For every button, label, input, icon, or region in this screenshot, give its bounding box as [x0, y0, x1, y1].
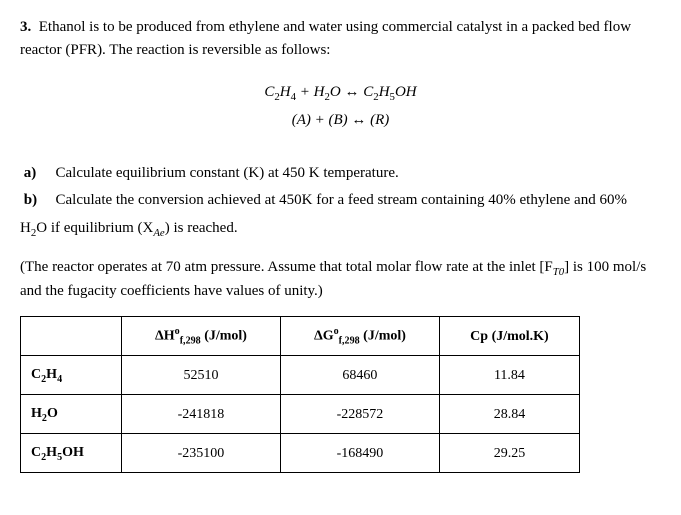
th-dH-post: (J/mol) — [201, 329, 247, 344]
table-row: H2O -241818 -228572 28.84 — [21, 395, 580, 434]
h2o-h: H — [20, 220, 31, 236]
part-b: b) Calculate the conversion achieved at … — [20, 189, 661, 212]
th-dH: ΔHof,298 (J/mol) — [122, 317, 281, 356]
note-sub: T0 — [553, 266, 564, 278]
question-intro-text: Ethanol is to be produced from ethylene … — [20, 19, 631, 58]
sp1-a: H — [31, 406, 42, 421]
species-cell: C2H4 — [21, 356, 122, 395]
th-dG: ΔGof,298 (J/mol) — [280, 317, 439, 356]
cp-cell: 11.84 — [439, 356, 579, 395]
species-cell: C2H5OH — [21, 434, 122, 473]
thermo-table: ΔHof,298 (J/mol) ΔGof,298 (J/mol) Cp (J/… — [20, 316, 580, 473]
eq-plus1: + — [296, 84, 314, 100]
species-cell: H2O — [21, 395, 122, 434]
dG-cell: -168490 — [280, 434, 439, 473]
sp0-bs: 4 — [57, 374, 62, 385]
eq-h1: H — [280, 84, 291, 100]
eq-h2: H — [314, 84, 325, 100]
note-pre: (The reactor operates at 70 atm pressure… — [20, 259, 553, 275]
dG-cell: -228572 — [280, 395, 439, 434]
th-species — [21, 317, 122, 356]
reaction-equation: C2H4 + H2O ↔ C2H5OH (A) + (B) ↔ (R) — [20, 79, 661, 134]
dH-cell: -235100 — [122, 434, 281, 473]
part-b-label: b) — [24, 189, 52, 212]
dH-cell: -241818 — [122, 395, 281, 434]
th-dH-pre: ΔH — [155, 329, 175, 344]
sp2-c: OH — [62, 445, 84, 460]
dG-cell: 68460 — [280, 356, 439, 395]
sp2-a: C — [31, 445, 41, 460]
question-parts: a) Calculate equilibrium constant (K) at… — [20, 162, 661, 211]
xae-sub: Ae — [153, 227, 164, 239]
th-cp: Cp (J/mol.K) — [439, 317, 579, 356]
operating-note: (The reactor operates at 70 atm pressure… — [20, 256, 661, 303]
table-row: C2H5OH -235100 -168490 29.25 — [21, 434, 580, 473]
dH-cell: 52510 — [122, 356, 281, 395]
part-b-end: ) is reached. — [165, 220, 238, 236]
th-dG-pre: ΔG — [314, 329, 334, 344]
eq-c2: C — [363, 84, 373, 100]
question-number: 3. — [20, 19, 31, 35]
eq-h3: H — [379, 84, 390, 100]
part-a: a) Calculate equilibrium constant (K) at… — [20, 162, 661, 185]
equation-line-1: C2H4 + H2O ↔ C2H5OH — [20, 79, 661, 107]
eq-o1: O — [330, 84, 341, 100]
th-dH-sub: f,298 — [180, 335, 201, 346]
cp-cell: 28.84 — [439, 395, 579, 434]
th-dG-post: (J/mol) — [360, 329, 406, 344]
sp0-a: C — [31, 367, 41, 382]
sp0-b: H — [46, 367, 57, 382]
part-b-mid: O if equilibrium (X — [36, 220, 153, 236]
part-b-continued: H2O if equilibrium (XAe) is reached. — [20, 217, 661, 241]
part-b-text-1: Calculate the conversion achieved at 450… — [56, 192, 627, 208]
eq-oh: OH — [395, 84, 417, 100]
eq-arrow: ↔ — [341, 84, 364, 100]
sp2-b: H — [46, 445, 57, 460]
part-a-label: a) — [24, 162, 52, 185]
part-a-text: Calculate equilibrium constant (K) at 45… — [56, 165, 399, 181]
sp1-b: O — [47, 406, 58, 421]
equation-line-2: (A) + (B) ↔ (R) — [20, 107, 661, 134]
cp-cell: 29.25 — [439, 434, 579, 473]
table-row: C2H4 52510 68460 11.84 — [21, 356, 580, 395]
question-intro: 3. Ethanol is to be produced from ethyle… — [20, 16, 661, 61]
th-dG-sub: f,298 — [339, 335, 360, 346]
table-header-row: ΔHof,298 (J/mol) ΔGof,298 (J/mol) Cp (J/… — [21, 317, 580, 356]
eq-c1: C — [264, 84, 274, 100]
